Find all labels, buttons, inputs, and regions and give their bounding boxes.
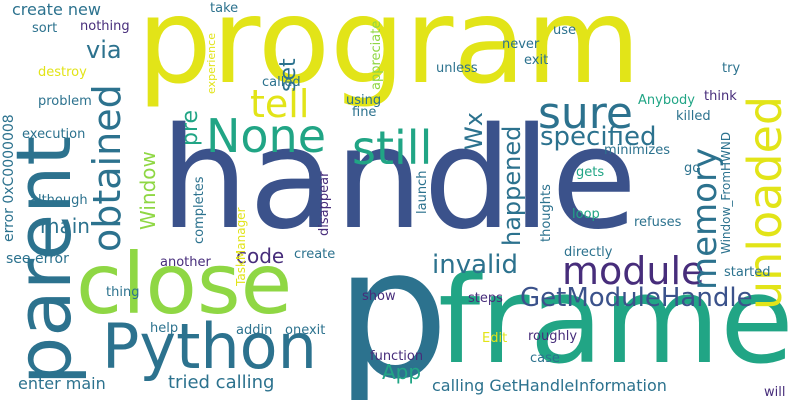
- word-handle: handle: [160, 98, 638, 261]
- word-refuses: refuses: [634, 215, 682, 230]
- word-destroy: destroy: [38, 65, 87, 80]
- word-addin: addin: [236, 323, 273, 338]
- word-close: close: [76, 235, 293, 333]
- word-app: App: [382, 360, 422, 384]
- word-see-error: see error: [6, 251, 69, 267]
- word-calling-gethandleinformation: calling GetHandleInformation: [432, 376, 667, 395]
- word-via: via: [86, 36, 122, 64]
- word-tried-calling: tried calling: [168, 372, 275, 393]
- word-go: go: [684, 161, 701, 176]
- word-sort: sort: [32, 21, 58, 36]
- word-appreciate: appreciate: [369, 20, 384, 90]
- word-create: create: [294, 247, 336, 262]
- word-never: never: [502, 37, 540, 52]
- word-although: although: [30, 193, 88, 208]
- word-onexit: onexit: [285, 323, 326, 338]
- word-minimizes: minimizes: [604, 143, 670, 158]
- word-launch: launch: [415, 170, 430, 214]
- word-pre: pre: [178, 109, 203, 146]
- word-help: help: [150, 321, 179, 336]
- word-main: main: [40, 214, 90, 238]
- word-disappear: disappear: [317, 171, 332, 236]
- word-called: called: [262, 75, 301, 90]
- word-roughly: roughly: [528, 329, 578, 344]
- word-still: still: [352, 121, 433, 175]
- word-another: another: [160, 255, 211, 270]
- word-think: think: [704, 89, 737, 104]
- word-fine: fine: [352, 105, 377, 120]
- word-taskmanager: TaskManager: [234, 207, 248, 287]
- word-take: take: [210, 1, 239, 16]
- word-module: module: [562, 249, 705, 293]
- word-anybody: Anybody: [638, 93, 695, 108]
- word-unless: unless: [436, 61, 478, 76]
- word-tell: tell: [250, 82, 310, 126]
- word-window-fromhwnd: Window_FromHWND: [719, 131, 733, 254]
- word-enter-main: enter main: [18, 374, 106, 393]
- word-completes: completes: [192, 176, 207, 245]
- word-program: program: [137, 0, 641, 110]
- word-steps: steps: [468, 291, 503, 306]
- word-loop: loop: [572, 207, 600, 222]
- word-obtained: obtained: [85, 84, 129, 252]
- word-gets: gets: [576, 165, 605, 180]
- word-case: case: [530, 351, 560, 366]
- word-show: show: [362, 289, 396, 304]
- word-code: code: [236, 244, 285, 268]
- word-execution: execution: [22, 127, 86, 142]
- word-python: Python: [102, 310, 317, 383]
- word-getmodulehandle: GetModuleHandle: [520, 283, 753, 313]
- word-window: Window: [136, 151, 160, 230]
- word-started: started: [724, 265, 771, 280]
- word-use: use: [553, 23, 577, 38]
- word-will: will: [764, 385, 786, 400]
- word-thing: thing: [106, 285, 140, 300]
- word-specified: specified: [540, 122, 657, 152]
- word-nothing: nothing: [80, 19, 130, 34]
- word-directly: directly: [564, 245, 613, 260]
- word-using: using: [346, 93, 382, 108]
- word-sure: sure: [538, 88, 634, 139]
- word-none: None: [206, 109, 327, 163]
- word-killed: killed: [676, 109, 711, 124]
- word-thoughts: thoughts: [539, 184, 554, 242]
- word-invalid: invalid: [432, 250, 518, 280]
- word-exit: exit: [524, 53, 549, 68]
- word-happened: happened: [498, 125, 526, 246]
- word-edit: Edit: [482, 331, 508, 346]
- word-problem: problem: [38, 94, 92, 109]
- word-experience: experience: [205, 33, 218, 94]
- word-p: p: [335, 210, 450, 400]
- word-function: function: [370, 349, 424, 364]
- word-frame: frame: [438, 252, 794, 391]
- word-try: try: [722, 61, 741, 76]
- word-wx: Wx: [460, 112, 488, 150]
- word-error-code: error 0xC0000008: [1, 114, 17, 242]
- word-create-new: create new: [12, 0, 101, 19]
